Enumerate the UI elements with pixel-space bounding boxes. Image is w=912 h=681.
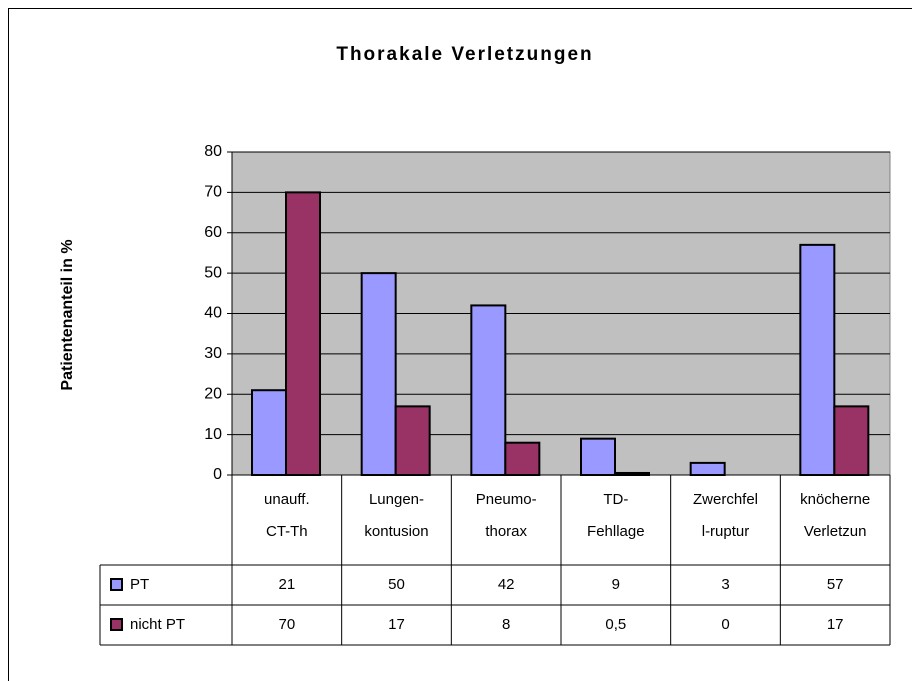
table-value: 57: [827, 576, 844, 593]
table-value: 0,5: [605, 616, 626, 633]
table-value: 3: [721, 576, 729, 593]
legend-label: nicht PT: [130, 616, 185, 633]
bar: [360, 272, 397, 476]
table-value: 8: [502, 616, 510, 633]
legend-key: [110, 618, 123, 631]
x-tick-label: knöcherne Verletzun: [800, 491, 870, 540]
bar: [580, 437, 616, 477]
bar: [394, 405, 431, 476]
bar: [285, 191, 321, 476]
table-value: 50: [388, 576, 405, 593]
y-tick-label: 70: [204, 184, 222, 201]
y-tick-label: 80: [204, 143, 222, 160]
x-tick-label: unauff. CT-Th: [264, 491, 310, 540]
y-tick-label: 30: [204, 345, 222, 362]
y-tick-label: 50: [204, 264, 222, 281]
bar: [470, 304, 507, 476]
x-tick-label: Lungen-kontusion: [364, 491, 428, 540]
y-tick-label: 40: [204, 305, 222, 322]
bar: [689, 461, 726, 477]
y-tick-label: 60: [204, 224, 222, 241]
legend-label: PT: [130, 576, 149, 593]
bar: [251, 389, 287, 476]
x-tick-label: Zwerchfel l-ruptur: [693, 491, 758, 540]
table-value: 42: [498, 576, 515, 593]
table-value: 17: [827, 616, 844, 633]
y-axis-label: Patientenanteil in %: [59, 239, 76, 390]
y-tick-label: 0: [213, 466, 222, 483]
legend-key: [110, 578, 123, 591]
bar: [504, 441, 541, 477]
y-tick-label: 20: [204, 385, 222, 402]
x-tick-label: TD-Fehllage: [587, 491, 645, 540]
table-value: 0: [721, 616, 729, 633]
table-value: 21: [278, 576, 295, 593]
bar: [799, 243, 836, 476]
y-tick-label: 10: [204, 426, 222, 443]
table-value: 17: [388, 616, 405, 633]
x-tick-label: Pneumo-thorax: [476, 491, 537, 540]
bar: [614, 471, 650, 477]
table-value: 9: [612, 576, 620, 593]
chart-title: Thorakale Verletzungen: [336, 44, 593, 65]
bar: [833, 405, 870, 476]
table-value: 70: [278, 616, 295, 633]
